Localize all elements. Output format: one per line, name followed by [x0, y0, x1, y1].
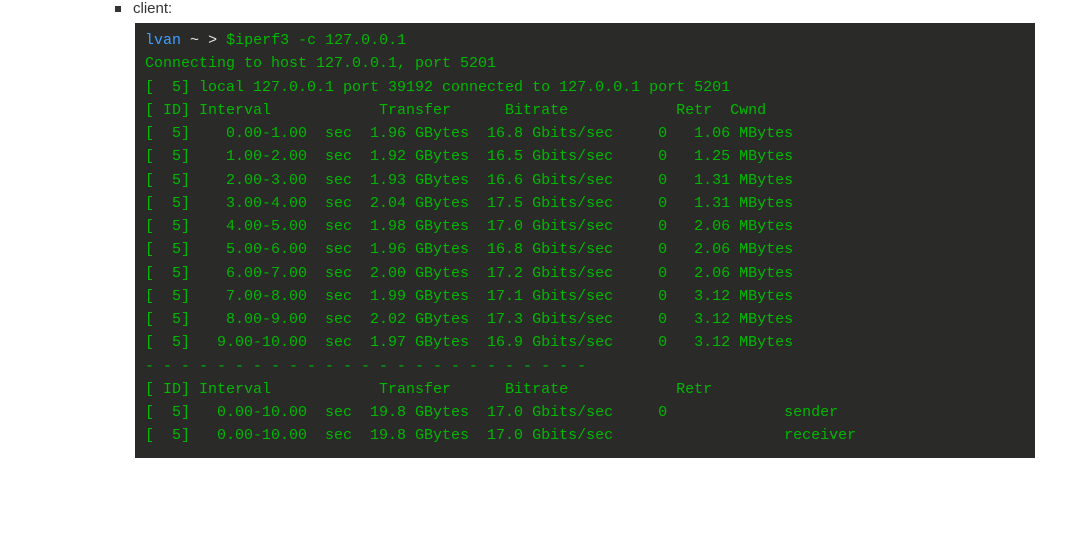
terminal-output: lvan ~ > $iperf3 -c 127.0.0.1 Connecting…: [135, 23, 1035, 458]
summary-rows: [ 5] 0.00-10.00 sec 19.8 GBytes 17.0 Gbi…: [145, 404, 856, 444]
connect-line: Connecting to host 127.0.0.1, port 5201: [145, 55, 496, 72]
section-label-text: client:: [133, 0, 172, 17]
interval-rows: [ 5] 0.00-1.00 sec 1.96 GBytes 16.8 Gbit…: [145, 125, 793, 351]
section-label: client:: [115, 0, 1073, 17]
header-row-2: [ ID] Interval Transfer Bitrate Retr: [145, 381, 712, 398]
prompt-cwd: ~: [190, 32, 199, 49]
local-line: [ 5] local 127.0.0.1 port 39192 connecte…: [145, 79, 730, 96]
prompt-line: lvan ~ > $iperf3 -c 127.0.0.1: [145, 32, 406, 49]
header-row-1: [ ID] Interval Transfer Bitrate Retr Cwn…: [145, 102, 766, 119]
separator-line: - - - - - - - - - - - - - - - - - - - - …: [145, 358, 586, 375]
prompt-command: $iperf3 -c 127.0.0.1: [226, 32, 406, 49]
bullet-icon: [115, 6, 121, 12]
prompt-user: lvan: [145, 32, 181, 49]
prompt-gt: >: [208, 32, 217, 49]
